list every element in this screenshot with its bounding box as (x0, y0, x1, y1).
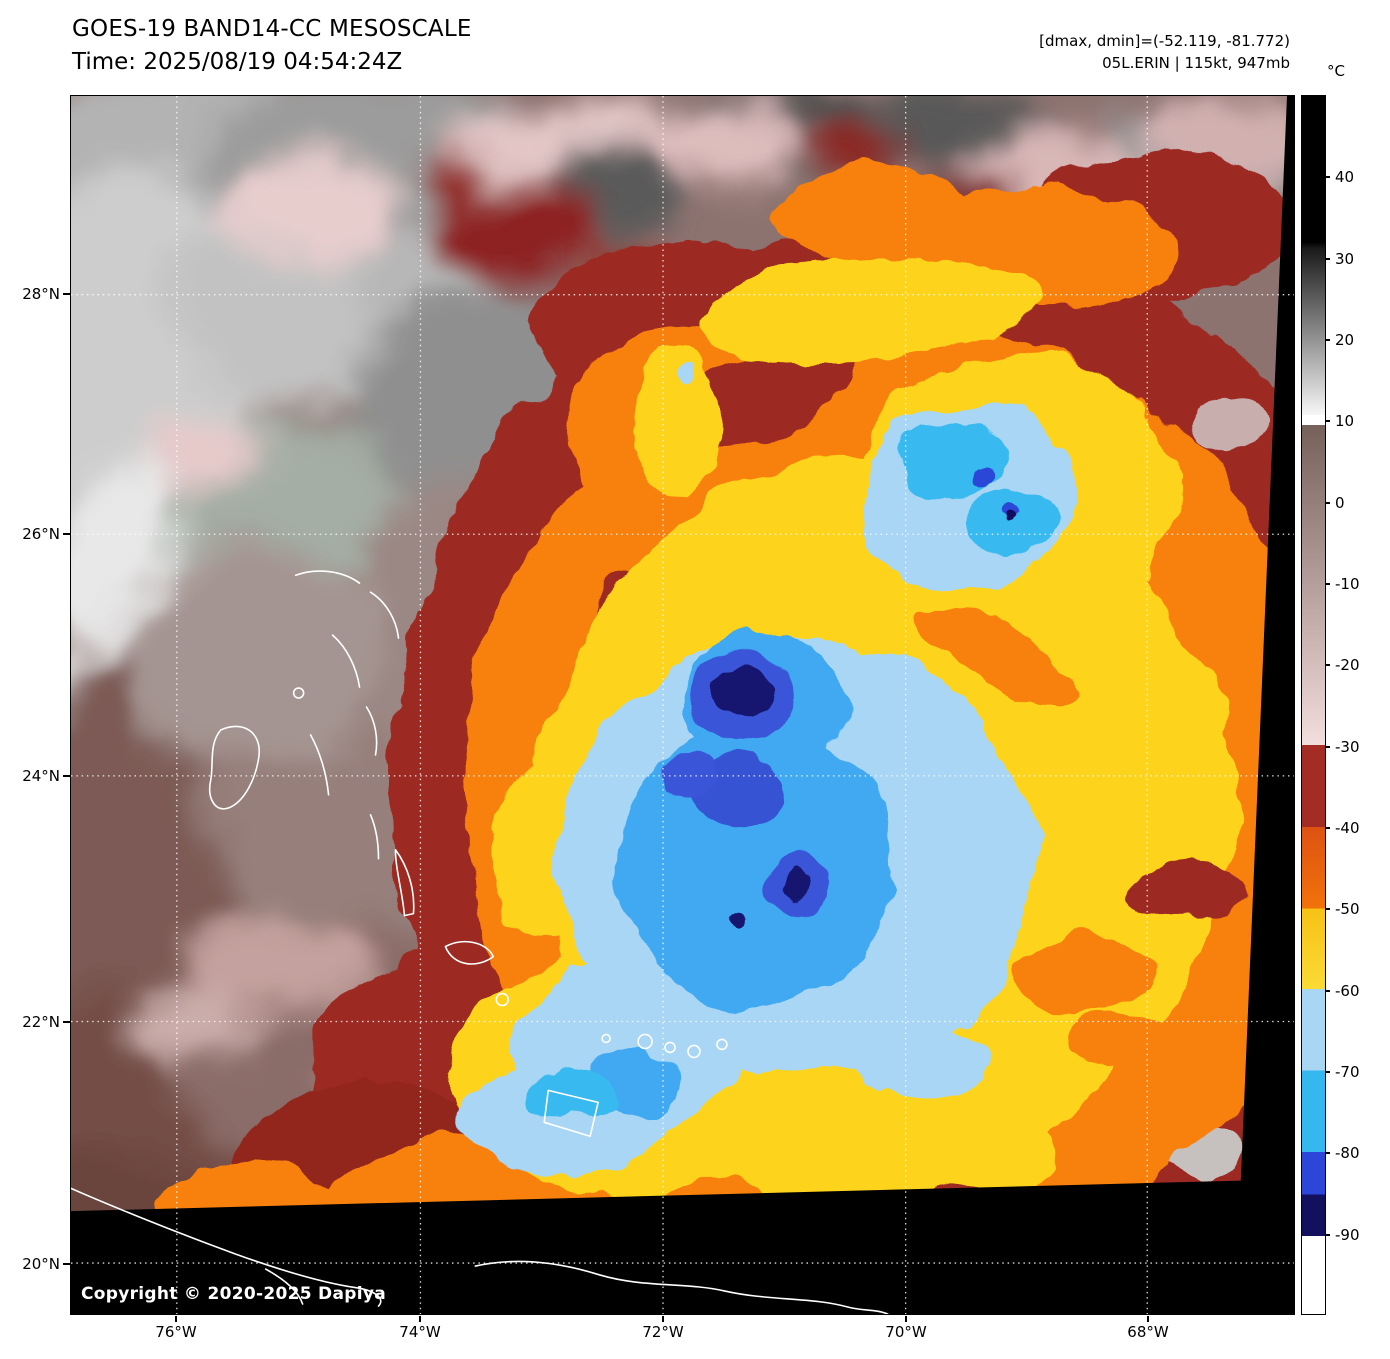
lon-label: 68°W (1127, 1323, 1169, 1341)
lat-axis-tick (63, 533, 70, 535)
colorbar-tick-mark (1325, 1152, 1330, 1155)
colorbar-tick-label: -10 (1335, 575, 1360, 593)
storm-info-label: 05L.ERIN | 115kt, 947mb (1102, 54, 1290, 72)
colorbar-ticks: 40 30 20 10 0 -10 -20 -30 -40 -50 -60 -70 -80 -90 (1302, 96, 1360, 1314)
colorbar-tick-mark (1325, 339, 1330, 341)
colorbar-tick-label: -50 (1335, 900, 1360, 919)
lon-label: 74°W (399, 1323, 441, 1341)
colorbar-tick-label: -40 (1335, 819, 1360, 837)
lat-axis-tick (63, 1263, 70, 1265)
colorbar-tick-label: 0 (1335, 493, 1345, 512)
colorbar-unit: °C (1327, 62, 1345, 80)
coldest-cloud-top (712, 668, 775, 718)
colorbar-tick-mark (1325, 827, 1330, 829)
lon-axis-tick (905, 1316, 907, 1322)
storm-field (155, 153, 1294, 1314)
timestamp: Time: 2025/08/19 04:54:24Z (72, 49, 403, 75)
product-title: GOES-19 BAND14-CC MESOSCALE (72, 16, 472, 42)
lat-label: 26°N (22, 525, 60, 543)
satellite-image (71, 96, 1294, 1314)
scan-edge-black (71, 96, 1294, 1314)
colorbar-tick-mark (1325, 1233, 1330, 1236)
colorbar-tick-label: 10 (1335, 412, 1355, 431)
lat-label: 28°N (22, 285, 60, 303)
lon-label: 70°W (885, 1323, 927, 1341)
lon-axis-tick (662, 1316, 664, 1322)
lat-axis-tick (63, 775, 70, 777)
colorbar-tick-mark (1325, 257, 1330, 260)
colorbar-tick-mark (1325, 501, 1330, 504)
data-range-label: [dmax, dmin]=(-52.119, -81.772) (1039, 32, 1290, 50)
header-right: [dmax, dmin]=(-52.119, -81.772) 05L.ERIN… (1039, 30, 1290, 74)
colorbar-tick-label: -90 (1335, 1225, 1360, 1244)
colorbar-tick-mark (1325, 664, 1330, 667)
colorbar-tick-mark (1325, 420, 1330, 423)
colorbar-tick-label: -20 (1335, 656, 1360, 675)
colorbar-tick-mark (1325, 583, 1330, 585)
coastlines (71, 570, 889, 1314)
map-panel: Copyright © 2020-2025 Dapiya (70, 95, 1295, 1315)
lon-axis-tick (175, 1316, 177, 1322)
colorbar-tick-mark (1325, 176, 1330, 179)
lon-axis-tick (1147, 1316, 1149, 1322)
lat-label: 22°N (22, 1013, 60, 1031)
colorbar-tick-mark (1325, 745, 1330, 748)
colorbar-bar (1302, 96, 1325, 1314)
colorbar-tick-label: -70 (1335, 1063, 1360, 1081)
colorbar-tick-mark (1325, 908, 1330, 911)
colorbar-tick-label: -80 (1335, 1144, 1360, 1163)
lon-label: 72°W (642, 1323, 684, 1341)
colorbar-tick-label: 40 (1335, 168, 1355, 187)
colorbar-tick-label: -30 (1335, 737, 1360, 756)
colorbar: 40 30 20 10 0 -10 -20 -30 -40 -50 -60 -70 -80 -90 (1301, 95, 1360, 1315)
copyright: Copyright © 2020-2025 Dapiya (81, 1284, 386, 1304)
lat-axis-tick (63, 293, 70, 295)
colorbar-tick-label: -60 (1335, 981, 1360, 1000)
lat-label: 20°N (22, 1255, 60, 1273)
lon-label: 76°W (155, 1323, 197, 1341)
lat-label: 24°N (22, 767, 60, 785)
colorbar-tick-mark (1325, 1071, 1330, 1073)
header-left: GOES-19 BAND14-CC MESOSCALE Time: 2025/0… (72, 16, 472, 75)
colorbar-tick-label: 20 (1335, 331, 1355, 349)
lon-axis-tick (419, 1316, 421, 1322)
colorbar-tick-mark (1325, 989, 1330, 992)
lat-axis-tick (63, 1021, 70, 1023)
colorbar-tick-label: 30 (1335, 249, 1355, 268)
graticule (71, 96, 1294, 1314)
